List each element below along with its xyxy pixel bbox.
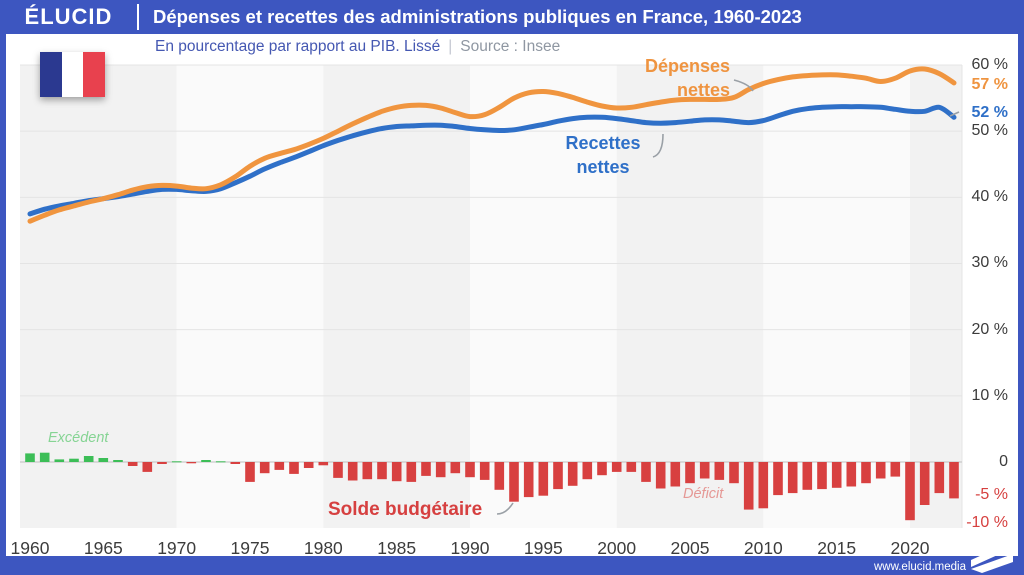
y-axis-label: -10 % [966, 514, 1008, 532]
flag-red-band [83, 52, 106, 97]
x-axis-label: 1965 [83, 538, 123, 558]
x-axis-label: 1990 [450, 538, 490, 558]
y-axis-label: 52 % [971, 103, 1008, 121]
solde-callout [496, 502, 514, 515]
gridlines [20, 64, 963, 528]
solde-bars [25, 452, 959, 521]
x-axis-label: 1960 [10, 538, 50, 558]
y-axis-label: 30 % [971, 254, 1008, 272]
recettes-callout [652, 133, 664, 158]
x-axis-label: 1980 [303, 538, 343, 558]
x-axis: 1960 1965 1970 1975 1980 1985 1990 1995 2000 2005… [0, 538, 1024, 562]
x-axis-label: 2020 [890, 538, 930, 558]
y-axis-label: 0 [999, 453, 1008, 470]
recettes-nettes-label: Recettes nettes [565, 133, 641, 178]
deficit-label: Déficit [683, 486, 724, 502]
x-axis-label: 1970 [157, 538, 197, 558]
solde-budgetaire-label: Solde budgétaire [328, 499, 483, 520]
header-bar: ÉLUCID Dépenses et recettes des administ… [0, 0, 1024, 34]
y-axis-label: 57 % [971, 75, 1008, 93]
depenses-line [27, 66, 957, 224]
decade-bands [20, 65, 962, 528]
chart-subtitle: En pourcentage par rapport au PIB. Lissé… [155, 38, 560, 56]
y-axis-label: 50 % [971, 122, 1008, 140]
x-axis-label: 2015 [817, 538, 857, 558]
recettes-end-tick [949, 111, 960, 117]
y-axis-label: 20 % [971, 320, 1008, 338]
x-axis-label: 1995 [523, 538, 563, 558]
callout-lines [496, 79, 960, 515]
footer-bar [0, 556, 1024, 575]
france-flag [40, 52, 106, 97]
chart-title: Dépenses et recettes des administrations… [153, 6, 802, 27]
y-axis-label: 40 % [971, 188, 1008, 206]
y-axis-label: 60 % [971, 55, 1008, 73]
depenses-nettes-label: Dépenses nettes [644, 56, 730, 101]
depenses-callout [733, 79, 754, 92]
header-divider [137, 4, 139, 30]
footer-url: www.elucid.media [873, 561, 966, 573]
elucid-logo: ÉLUCID [24, 4, 113, 29]
subtitle-measure: En pourcentage par rapport au PIB. Lissé [155, 38, 441, 55]
y-axis-label: -5 % [975, 486, 1008, 504]
excedent-label: Excédent [48, 430, 109, 446]
x-axis-label: 2010 [743, 538, 783, 558]
flag-blue-band [40, 52, 62, 97]
recettes-line [27, 104, 957, 217]
frame-border-left [0, 0, 6, 575]
y-axis: 60 % 57 % 52 % 50 % 40 % 30 % 20 % 10 % 0 -5 % -10… [958, 0, 1016, 575]
x-axis-label: 2000 [597, 538, 637, 558]
y-axis-label: 10 % [971, 386, 1008, 404]
x-axis-label: 2005 [670, 538, 710, 558]
subtitle-source: Source : Insee [460, 38, 561, 55]
x-axis-label: 1985 [377, 538, 417, 558]
frame-border-right [1018, 0, 1024, 575]
elucid-flag-icon [971, 546, 1013, 573]
x-axis-label: 1975 [230, 538, 270, 558]
subtitle-separator: | [448, 38, 453, 55]
flag-white-band [61, 52, 84, 97]
